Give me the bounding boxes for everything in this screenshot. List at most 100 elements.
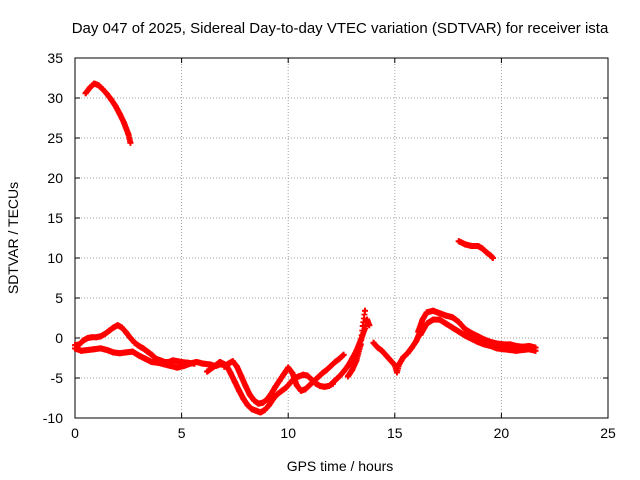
x-tick-label: 5 — [178, 425, 186, 441]
data-point — [161, 361, 168, 368]
data-point — [481, 341, 488, 348]
data-point — [97, 333, 104, 340]
data-point — [340, 351, 347, 358]
data-point — [91, 80, 98, 87]
y-tick-label: -5 — [51, 370, 64, 386]
data-point — [193, 359, 200, 365]
y-tick-label: 20 — [47, 170, 63, 186]
data-point — [302, 386, 309, 393]
y-tick-label: 5 — [55, 290, 63, 306]
data-point — [101, 331, 108, 337]
data-point — [462, 332, 469, 339]
data-point — [423, 309, 430, 316]
data-point — [449, 324, 456, 331]
data-point — [361, 307, 368, 314]
x-tick-label: 10 — [280, 425, 296, 441]
data-point — [99, 86, 106, 93]
data-point — [246, 391, 253, 398]
data-point — [278, 387, 285, 394]
data-point — [125, 131, 132, 137]
data-point — [323, 367, 330, 373]
data-point — [387, 357, 394, 364]
data-point — [78, 347, 85, 354]
grid — [75, 58, 608, 418]
data-point — [148, 359, 155, 365]
data-point — [468, 335, 475, 342]
data-point — [526, 346, 533, 353]
data-point — [287, 379, 294, 386]
data-point — [204, 368, 211, 375]
data-point — [359, 323, 366, 329]
data-point — [236, 387, 243, 394]
x-tick-label: 15 — [387, 425, 403, 441]
data-point — [259, 399, 266, 406]
data-point — [519, 347, 526, 353]
data-point — [229, 358, 236, 365]
data-point — [276, 377, 283, 384]
data-point — [506, 347, 513, 353]
data-point — [242, 383, 249, 389]
data-point — [532, 347, 539, 354]
data-point — [295, 373, 302, 380]
data-point — [253, 407, 260, 414]
data-point — [319, 370, 326, 377]
data-point — [419, 316, 426, 323]
data-point — [127, 335, 134, 341]
data-point — [306, 382, 313, 389]
chart-title: Day 047 of 2025, Sidereal Day-to-day VTE… — [72, 20, 609, 37]
data-point — [248, 406, 255, 413]
data-point — [413, 338, 420, 345]
data-point — [479, 245, 486, 252]
x-tick-label: 25 — [600, 425, 616, 441]
data-point — [263, 396, 270, 403]
series-post-14-dip — [370, 327, 424, 376]
data-point — [327, 381, 334, 388]
data-point — [84, 347, 91, 353]
data-point — [114, 322, 121, 329]
data-point — [513, 347, 520, 354]
data-point — [225, 360, 232, 367]
data-point — [116, 350, 123, 357]
data-point — [272, 383, 279, 390]
data-point — [487, 343, 494, 349]
x-tick-label: 0 — [71, 425, 79, 441]
data-point — [174, 364, 181, 371]
data-point — [216, 359, 223, 365]
data-point — [430, 316, 437, 323]
data-point — [167, 363, 174, 369]
data-point — [455, 238, 462, 245]
data-point — [468, 330, 475, 337]
data-point — [95, 82, 102, 89]
data-point — [353, 357, 360, 364]
data-point — [110, 349, 117, 356]
data-point — [400, 354, 407, 361]
data-point — [468, 243, 475, 249]
data-point — [280, 371, 287, 377]
data-point — [455, 319, 462, 325]
x-axis-label: GPS time / hours — [287, 458, 394, 474]
data-point — [103, 347, 110, 353]
data-point — [474, 333, 481, 340]
data-point — [180, 363, 187, 369]
data-point — [442, 312, 449, 319]
data-point — [489, 255, 496, 261]
data-point — [86, 84, 93, 91]
data-point — [436, 316, 443, 323]
data-point — [121, 119, 128, 126]
data-point — [483, 249, 490, 256]
data-point — [404, 350, 411, 357]
data-point — [97, 345, 104, 352]
data-point — [240, 395, 247, 402]
data-points — [72, 80, 539, 416]
data-point — [304, 372, 311, 379]
y-tick-label: 10 — [47, 250, 63, 266]
data-point — [76, 341, 83, 348]
data-point — [289, 370, 296, 377]
data-point — [227, 370, 234, 377]
data-point — [244, 402, 251, 409]
data-point — [449, 314, 456, 321]
data-point — [494, 345, 501, 352]
data-point — [135, 352, 142, 359]
